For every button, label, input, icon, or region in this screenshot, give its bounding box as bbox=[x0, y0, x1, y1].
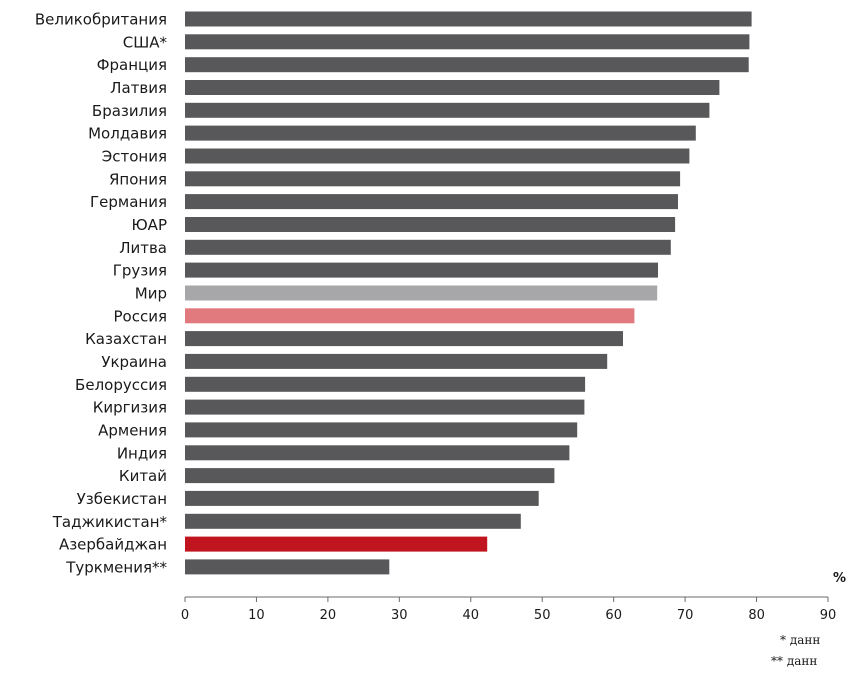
category-label-4: Бразилия bbox=[92, 102, 167, 120]
category-label-14: Казахстан bbox=[85, 330, 167, 348]
bar-20 bbox=[185, 468, 555, 484]
category-label-13: Россия bbox=[114, 307, 168, 325]
category-label-17: Киргизия bbox=[93, 399, 167, 417]
x-tick-label-9: 90 bbox=[820, 608, 837, 623]
bar-8 bbox=[185, 194, 678, 210]
category-label-10: Литва bbox=[119, 239, 167, 257]
x-tick-label-3: 30 bbox=[391, 608, 408, 623]
category-label-3: Латвия bbox=[110, 79, 167, 97]
footnote-2: ** данн bbox=[771, 654, 818, 668]
category-label-20: Китай bbox=[119, 467, 167, 485]
bar-0 bbox=[185, 11, 752, 27]
bar-22 bbox=[185, 513, 521, 529]
category-label-7: Япония bbox=[109, 170, 167, 188]
x-tick-label-6: 60 bbox=[605, 608, 622, 623]
bar-21 bbox=[185, 490, 539, 506]
category-label-12: Мир bbox=[135, 285, 167, 303]
bar-13 bbox=[185, 308, 635, 324]
bar-19 bbox=[185, 445, 570, 461]
category-label-19: Индия bbox=[117, 444, 167, 462]
bar-23 bbox=[185, 536, 488, 552]
footnote-1: * данн bbox=[780, 633, 821, 647]
bar-16 bbox=[185, 376, 586, 392]
x-tick-label-1: 10 bbox=[248, 608, 265, 623]
category-label-21: Узбекистан bbox=[77, 490, 167, 508]
category-label-6: Эстония bbox=[102, 148, 167, 166]
bar-4 bbox=[185, 102, 710, 118]
bar-11 bbox=[185, 262, 658, 278]
bar-10 bbox=[185, 239, 671, 255]
x-tick-label-8: 80 bbox=[748, 608, 765, 623]
bar-12 bbox=[185, 285, 658, 301]
bar-5 bbox=[185, 125, 696, 141]
bar-3 bbox=[185, 80, 720, 95]
bar-18 bbox=[185, 422, 578, 438]
category-label-22: Таджикистан* bbox=[52, 513, 168, 531]
bar-14 bbox=[185, 331, 623, 347]
category-label-8: Германия bbox=[90, 193, 167, 211]
bar-1 bbox=[185, 34, 750, 50]
category-label-1: США* bbox=[123, 33, 168, 51]
bar-17 bbox=[185, 399, 585, 415]
category-label-16: Белоруссия bbox=[75, 376, 167, 394]
bar-6 bbox=[185, 148, 690, 164]
category-label-2: Франция bbox=[97, 56, 167, 74]
x-tick-label-2: 20 bbox=[320, 608, 337, 623]
x-tick-label-4: 40 bbox=[463, 608, 480, 623]
bar-9 bbox=[185, 217, 676, 232]
category-label-9: ЮАР bbox=[131, 216, 167, 234]
category-label-18: Армения bbox=[98, 421, 167, 439]
bar-15 bbox=[185, 353, 608, 369]
category-label-23: Азербайджан bbox=[59, 536, 167, 554]
bar-2 bbox=[185, 57, 749, 73]
unit-label: % bbox=[833, 571, 846, 586]
category-label-5: Молдавия bbox=[88, 125, 167, 143]
category-label-15: Украина bbox=[101, 353, 167, 371]
bar-24 bbox=[185, 559, 390, 575]
x-tick-label-7: 70 bbox=[677, 608, 694, 623]
category-label-0: Великобритания bbox=[35, 11, 167, 29]
bar-7 bbox=[185, 171, 681, 187]
x-tick-label-5: 50 bbox=[534, 608, 551, 623]
category-label-24: Туркмения** bbox=[65, 558, 167, 576]
category-label-11: Грузия bbox=[113, 262, 167, 280]
x-tick-label-0: 0 bbox=[181, 608, 189, 623]
